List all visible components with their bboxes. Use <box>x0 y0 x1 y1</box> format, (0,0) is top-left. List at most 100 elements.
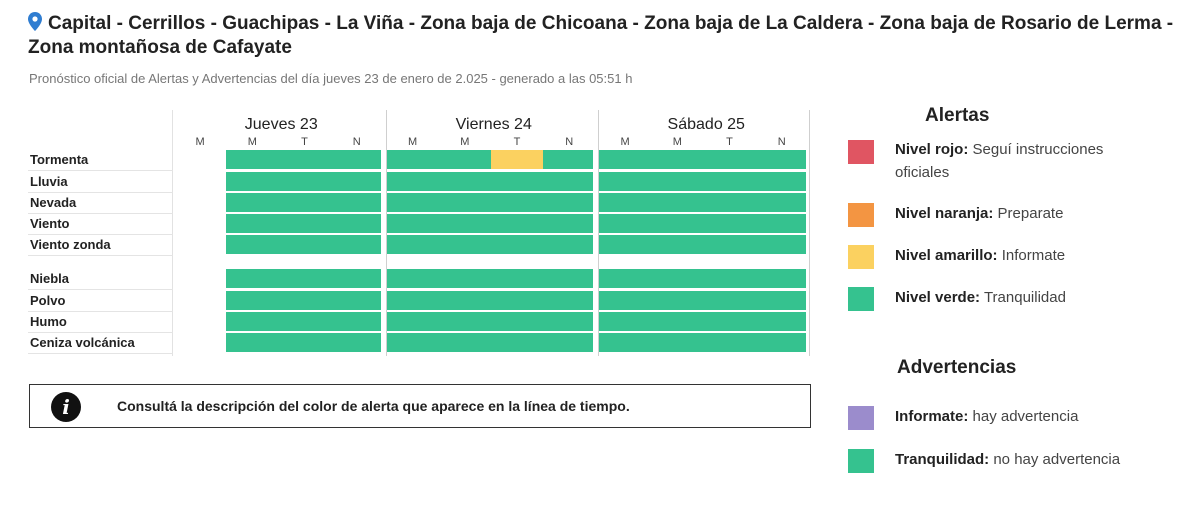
row-divider <box>28 255 173 256</box>
alert-cell-verde <box>386 312 439 331</box>
alert-cell-verde <box>226 172 279 191</box>
alert-cell-verde <box>490 214 544 233</box>
alert-cell-verde <box>755 193 806 212</box>
alert-cell-verde <box>278 333 331 352</box>
alert-cell-verde <box>599 235 652 254</box>
alert-cell-verde <box>490 269 544 288</box>
alert-cell-verde <box>386 235 439 254</box>
legend-text: Nivel verde: Tranquilidad <box>895 286 1135 309</box>
row-divider <box>28 311 173 312</box>
alert-cell-verde <box>226 291 279 310</box>
legend-level-desc: Informate <box>997 247 1066 264</box>
alert-cell-verde <box>438 172 491 191</box>
legend-level-desc: Tranquilidad <box>980 289 1066 306</box>
alert-cell-verde <box>226 269 279 288</box>
alert-cell-verde <box>651 214 704 233</box>
alert-cell-verde <box>599 214 652 233</box>
legend-level-name: Nivel rojo: <box>895 141 969 158</box>
alert-cell-verde <box>755 214 806 233</box>
alert-cell-verde <box>278 312 331 331</box>
time-slot-label: M <box>460 136 470 148</box>
alert-cell-verde <box>226 150 279 169</box>
alert-cell-verde <box>330 291 381 310</box>
alert-cell-verde <box>330 193 381 212</box>
legend-text: Nivel amarillo: Informate <box>895 244 1135 267</box>
alert-cell-verde <box>490 333 544 352</box>
alert-cell-verde <box>490 312 544 331</box>
alert-cell-verde <box>490 172 544 191</box>
alert-cell-verde <box>599 269 652 288</box>
alert-cell-verde <box>651 235 704 254</box>
legend-level-desc: Seguí instrucciones oficiales <box>895 141 1104 181</box>
day-divider <box>808 110 810 356</box>
row-label-viento-zonda: Viento zonda <box>30 237 111 252</box>
time-slot-label: M <box>672 136 682 148</box>
label-column-divider <box>172 110 173 356</box>
alert-cell-verde <box>330 269 381 288</box>
alert-cell-verde <box>226 235 279 254</box>
alert-cell-verde <box>386 193 439 212</box>
alert-cell-verde <box>543 269 594 288</box>
time-slot-label: N <box>777 136 786 148</box>
alert-cell-verde <box>755 235 806 254</box>
alert-cell-amarillo <box>490 150 544 169</box>
alert-cell-verde <box>438 312 491 331</box>
alert-cell-verde <box>278 214 331 233</box>
alert-cell-verde <box>703 291 756 310</box>
alert-cell-verde <box>278 291 331 310</box>
alert-cell-verde <box>438 269 491 288</box>
alert-cell-verde <box>651 291 704 310</box>
alert-cell-verde <box>490 291 544 310</box>
alert-cell-verde <box>438 333 491 352</box>
alert-cell-verde <box>386 333 439 352</box>
time-slot-label: N <box>565 136 574 148</box>
alert-cell-verde <box>543 333 594 352</box>
legend-level-desc: hay advertencia <box>968 408 1079 425</box>
alert-cell-verde <box>703 150 756 169</box>
alert-cell-verde <box>386 269 439 288</box>
alert-cell-verde <box>278 193 331 212</box>
alert-cell-verde <box>651 333 704 352</box>
location-pin-icon <box>28 12 42 31</box>
legend-level-name: Tranquilidad: <box>895 451 990 468</box>
alert-cell-verde <box>278 150 331 169</box>
alert-cell-verde <box>599 172 652 191</box>
alert-cell-verde <box>599 150 652 169</box>
alert-cell-verde <box>703 333 756 352</box>
time-slot-label: M <box>408 136 418 148</box>
legend-level-name: Nivel amarillo: <box>895 247 998 264</box>
row-label-niebla: Niebla <box>30 271 70 286</box>
row-label-viento: Viento <box>30 216 70 231</box>
day-divider <box>598 110 599 356</box>
alerts-legend-title: Alertas <box>925 105 990 126</box>
alert-cell-verde <box>490 235 544 254</box>
alert-timeline-grid: Jueves 23 M M T N Viernes 24 M M T N Sábado 25 M M T N… <box>28 110 812 356</box>
row-divider <box>28 170 173 171</box>
row-label-polvo: Polvo <box>30 293 66 308</box>
row-label-nevada: Nevada <box>30 195 77 210</box>
alert-cell-verde <box>543 172 594 191</box>
day-divider <box>385 110 387 356</box>
alert-cell-verde <box>599 291 652 310</box>
day-header-2: Viernes 24 <box>455 116 532 133</box>
forecast-subtitle: Pronóstico oficial de Alertas y Adverten… <box>29 71 633 86</box>
alert-cell-verde <box>438 214 491 233</box>
time-slot-label: T <box>513 136 521 148</box>
alert-cell-verde <box>755 172 806 191</box>
legend-swatch <box>848 406 874 430</box>
legend-text: Nivel rojo: Seguí instrucciones oficiale… <box>895 138 1135 184</box>
alert-cell-verde <box>703 269 756 288</box>
alert-cell-verde <box>330 150 381 169</box>
time-slot-label: M <box>195 136 205 148</box>
alert-cell-verde <box>543 312 594 331</box>
page-title: Capital - Cerrillos - Guachipas - La Viñ… <box>28 12 1193 60</box>
row-divider <box>28 192 173 193</box>
alert-cell-verde <box>226 214 279 233</box>
alert-cell-verde <box>278 269 331 288</box>
alert-cell-verde <box>599 312 652 331</box>
alert-cell-verde <box>599 333 652 352</box>
alert-cell-verde <box>651 193 704 212</box>
alert-cell-verde <box>703 193 756 212</box>
alert-cell-verde <box>703 214 756 233</box>
time-slot-label: T <box>726 136 733 148</box>
